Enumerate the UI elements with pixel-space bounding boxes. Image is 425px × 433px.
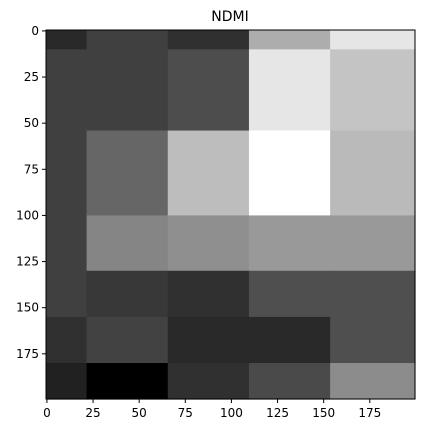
heatmap-cell (167, 215, 250, 272)
heatmap-cell (46, 49, 88, 132)
x-tick-label: 125 (266, 406, 289, 420)
heatmap-cell (330, 49, 412, 132)
y-tick-label: 175 (16, 347, 39, 361)
heatmap-cells (46, 30, 416, 400)
x-tick-label: 150 (312, 406, 335, 420)
heatmap-cell (86, 270, 169, 318)
x-tick-label: 175 (358, 406, 381, 420)
heatmap-cell (86, 363, 169, 400)
heatmap-cell (46, 215, 88, 272)
heatmap-cell (167, 130, 250, 217)
x-tick-label: 75 (178, 406, 193, 420)
plot-frame (45, 29, 416, 400)
heatmap-cell (86, 30, 169, 50)
heatmap-cell (86, 215, 169, 272)
heatmap-cell (411, 316, 416, 364)
heatmap-cell (167, 363, 250, 400)
heatmap-cell (167, 270, 250, 318)
heatmap-cell (46, 363, 88, 400)
x-tick-label: 50 (132, 406, 147, 420)
x-tick-label: 25 (85, 406, 100, 420)
heatmap-cell (46, 30, 88, 50)
heatmap-cell (167, 30, 250, 50)
heatmap-cell (86, 316, 169, 364)
y-tick-label: 125 (16, 255, 39, 269)
heatmap-cell (167, 49, 250, 132)
heatmap-cell (248, 270, 331, 318)
heatmap-cell (248, 49, 331, 132)
heatmap-cell (411, 363, 416, 400)
y-tick-label: 50 (24, 116, 39, 130)
heatmap-cell (46, 130, 88, 217)
x-tick-label: 100 (220, 406, 243, 420)
heatmap-cell (330, 316, 412, 364)
heatmap-cell (248, 316, 331, 364)
heatmap-cell (411, 215, 416, 272)
y-axis: 0 25 50 75 100 125 150 175 (16, 24, 46, 361)
heatmap-cell (330, 30, 412, 50)
heatmap-cell (411, 49, 416, 132)
heatmap-cell (330, 270, 412, 318)
chart-title: NDMI (211, 9, 248, 25)
heatmap-cell (46, 316, 88, 364)
x-tick-label: 0 (43, 406, 51, 420)
y-tick-label: 75 (24, 162, 39, 176)
x-axis: 0 25 50 75 100 125 150 175 (43, 399, 381, 420)
heatmap-cell (248, 363, 331, 400)
heatmap-cell (330, 130, 412, 217)
y-tick-label: 25 (24, 70, 39, 84)
heatmap-cell (411, 270, 416, 318)
heatmap-cell (248, 130, 331, 217)
y-tick-label: 100 (16, 208, 39, 222)
heatmap-cell (248, 215, 331, 272)
heatmap-cell (330, 215, 412, 272)
heatmap-cell (411, 30, 416, 50)
heatmap-cell (86, 130, 169, 217)
y-tick-label: 0 (31, 24, 39, 38)
heatmap-cell (248, 30, 331, 50)
heatmap-cell (330, 363, 412, 400)
y-tick-label: 150 (16, 301, 39, 315)
heatmap-cell (46, 270, 88, 318)
heatmap-cell (86, 49, 169, 132)
heatmap-cell (411, 130, 416, 217)
heatmap-cell (167, 316, 250, 364)
